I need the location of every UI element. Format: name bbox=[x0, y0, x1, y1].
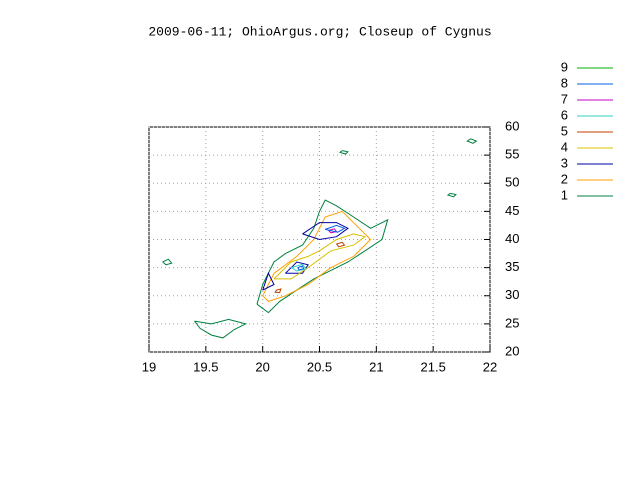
x-tick-label: 21 bbox=[369, 359, 383, 374]
y-tick-label: 45 bbox=[505, 203, 519, 218]
contour-line bbox=[338, 150, 349, 155]
legend-label: 6 bbox=[561, 107, 568, 122]
x-tick-label: 19.5 bbox=[193, 359, 218, 374]
y-tick-label: 50 bbox=[505, 175, 519, 190]
contour-line bbox=[466, 138, 478, 144]
x-tick-label: 19 bbox=[142, 359, 156, 374]
contour-line bbox=[297, 265, 305, 271]
y-tick-label: 60 bbox=[505, 118, 519, 133]
legend-label: 7 bbox=[561, 91, 568, 106]
contour-line bbox=[162, 258, 173, 266]
x-tick-label: 21.5 bbox=[421, 359, 446, 374]
legend-label: 1 bbox=[561, 187, 568, 202]
contour-line bbox=[285, 261, 309, 274]
contour-line bbox=[273, 233, 367, 280]
contour-line bbox=[336, 241, 346, 248]
contour-line bbox=[262, 272, 275, 291]
x-tick-label: 20 bbox=[255, 359, 269, 374]
contour-line bbox=[274, 288, 282, 293]
chart-title: 2009-06-11; OhioArgus.org; Closeup of Cy… bbox=[148, 24, 491, 39]
contour-line bbox=[256, 199, 389, 314]
y-tick-label: 30 bbox=[505, 287, 519, 302]
y-tick-label: 25 bbox=[505, 315, 519, 330]
contour-line bbox=[325, 224, 346, 233]
legend-label: 3 bbox=[561, 155, 568, 170]
x-tick-label: 22 bbox=[483, 359, 497, 374]
legend-label: 9 bbox=[561, 59, 568, 74]
legend-label: 4 bbox=[561, 139, 568, 154]
x-tick-label: 20.5 bbox=[307, 359, 332, 374]
y-tick-label: 20 bbox=[505, 343, 519, 358]
y-tick-label: 40 bbox=[505, 231, 519, 246]
legend-label: 8 bbox=[561, 75, 568, 90]
legend-label: 5 bbox=[561, 123, 568, 138]
contour-line bbox=[290, 263, 307, 272]
contour-line bbox=[446, 192, 457, 198]
y-tick-label: 55 bbox=[505, 147, 519, 162]
y-tick-label: 35 bbox=[505, 259, 519, 274]
legend-label: 2 bbox=[561, 171, 568, 186]
contour-line bbox=[194, 318, 248, 339]
contour-line bbox=[262, 210, 372, 302]
contour-line bbox=[302, 222, 349, 241]
